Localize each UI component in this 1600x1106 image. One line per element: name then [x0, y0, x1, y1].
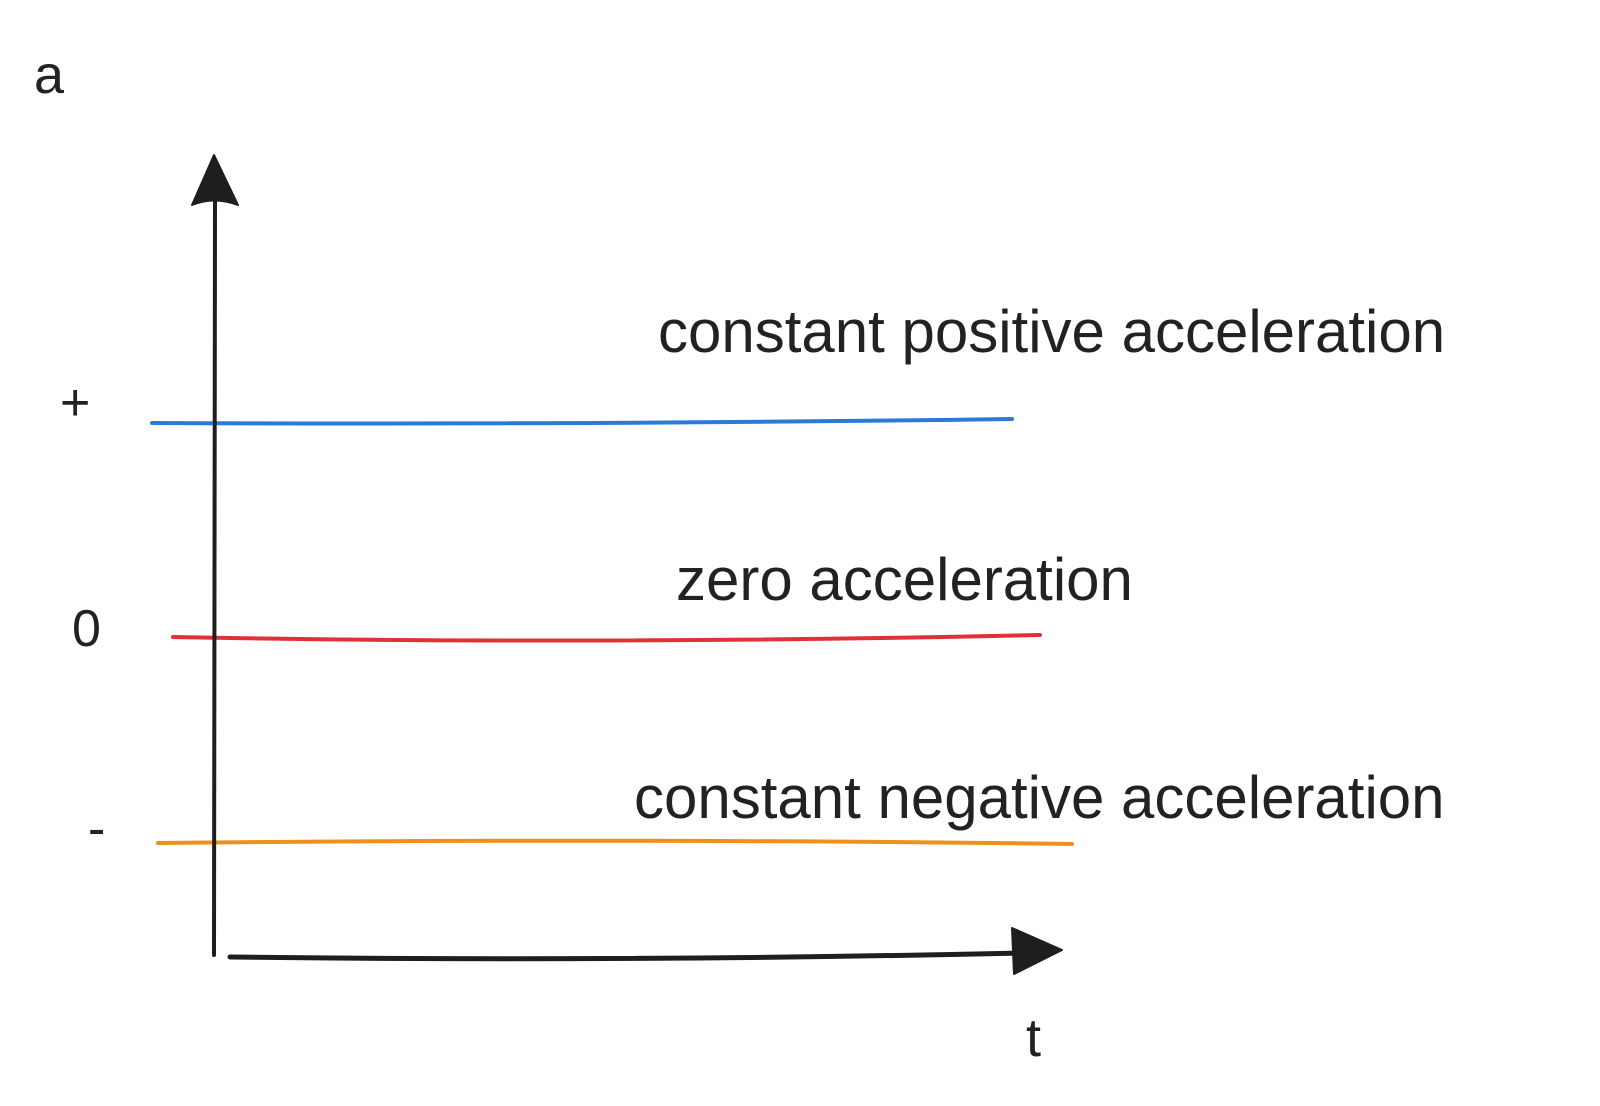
series-label-positive: constant positive acceleration — [658, 298, 1445, 365]
series-line-zero — [171, 633, 1042, 643]
y-tick-label-zero: 0 — [72, 600, 101, 658]
axes — [191, 154, 1063, 975]
y-tick-label-negative: - — [88, 800, 105, 858]
x-axis-label: t — [1026, 1008, 1041, 1068]
series-label-zero: zero acceleration — [676, 546, 1133, 613]
x-axis-arrowhead — [1011, 927, 1063, 975]
x-axis-line — [227, 950, 1023, 962]
y-axis-arrowhead — [191, 154, 239, 206]
series-line-positive — [150, 417, 1014, 426]
y-axis-label: a — [34, 45, 65, 105]
y-axis-line — [212, 198, 217, 957]
series-label-negative: constant negative acceleration — [634, 764, 1445, 831]
y-tick-label-positive: + — [60, 374, 90, 432]
series-line-negative — [156, 838, 1074, 846]
